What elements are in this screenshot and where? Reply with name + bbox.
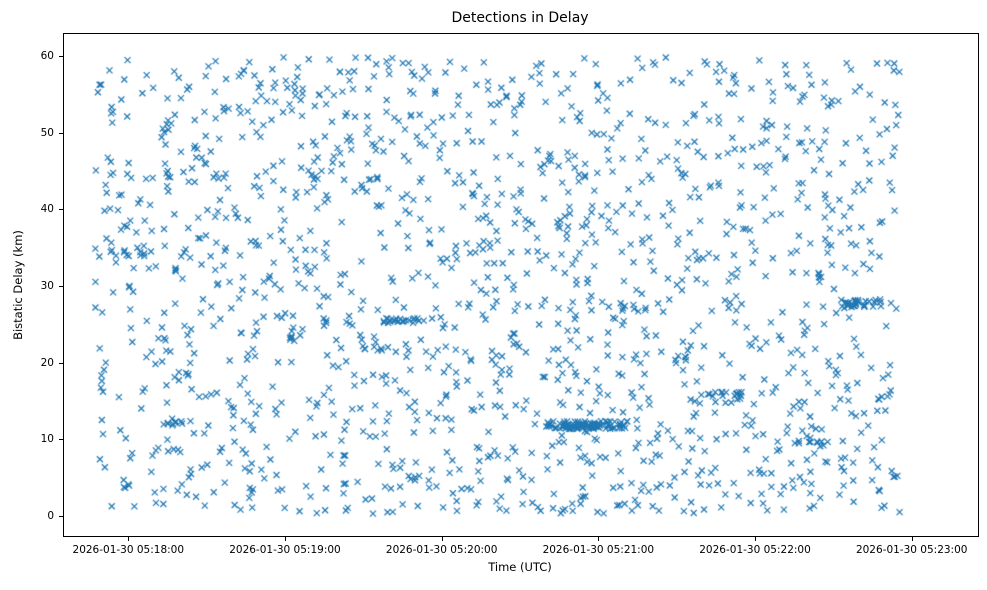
chart-title: Detections in Delay bbox=[451, 10, 589, 26]
x-tick-mark bbox=[284, 537, 286, 541]
y-tick-mark bbox=[59, 439, 63, 441]
x-axis-label: Time (UTC) bbox=[488, 560, 552, 574]
x-tick-label: 2026-01-30 05:22:00 bbox=[699, 544, 811, 556]
plot-area bbox=[63, 33, 979, 537]
y-tick-label: 30 bbox=[40, 279, 54, 292]
x-tick-label: 2026-01-30 05:18:00 bbox=[72, 544, 185, 556]
x-tick-mark bbox=[441, 537, 443, 541]
y-tick-label: 20 bbox=[40, 356, 54, 369]
x-tick-mark bbox=[755, 537, 757, 541]
y-tick-mark bbox=[59, 362, 63, 364]
y-tick-mark bbox=[59, 285, 63, 287]
x-tick-label: 2026-01-30 05:20:00 bbox=[385, 544, 498, 556]
x-tick-label: 2026-01-30 05:19:00 bbox=[229, 544, 341, 556]
y-tick-label: 0 bbox=[47, 509, 54, 522]
y-tick-label: 60 bbox=[40, 49, 54, 62]
y-tick-label: 50 bbox=[40, 126, 54, 139]
x-tick-mark bbox=[598, 537, 600, 541]
y-tick-mark bbox=[59, 55, 63, 57]
x-tick-label: 2026-01-30 05:23:00 bbox=[855, 544, 968, 556]
y-tick-label: 40 bbox=[40, 203, 54, 216]
y-axis-label: Bistatic Delay (km) bbox=[11, 230, 25, 340]
x-tick-mark bbox=[911, 537, 913, 541]
y-tick-mark bbox=[59, 209, 63, 211]
y-tick-mark bbox=[59, 515, 63, 517]
scatter-canvas bbox=[64, 34, 978, 536]
y-tick-mark bbox=[59, 132, 63, 134]
y-tick-label: 10 bbox=[40, 433, 54, 446]
x-tick-mark bbox=[128, 537, 130, 541]
x-tick-label: 2026-01-30 05:21:00 bbox=[542, 544, 655, 556]
